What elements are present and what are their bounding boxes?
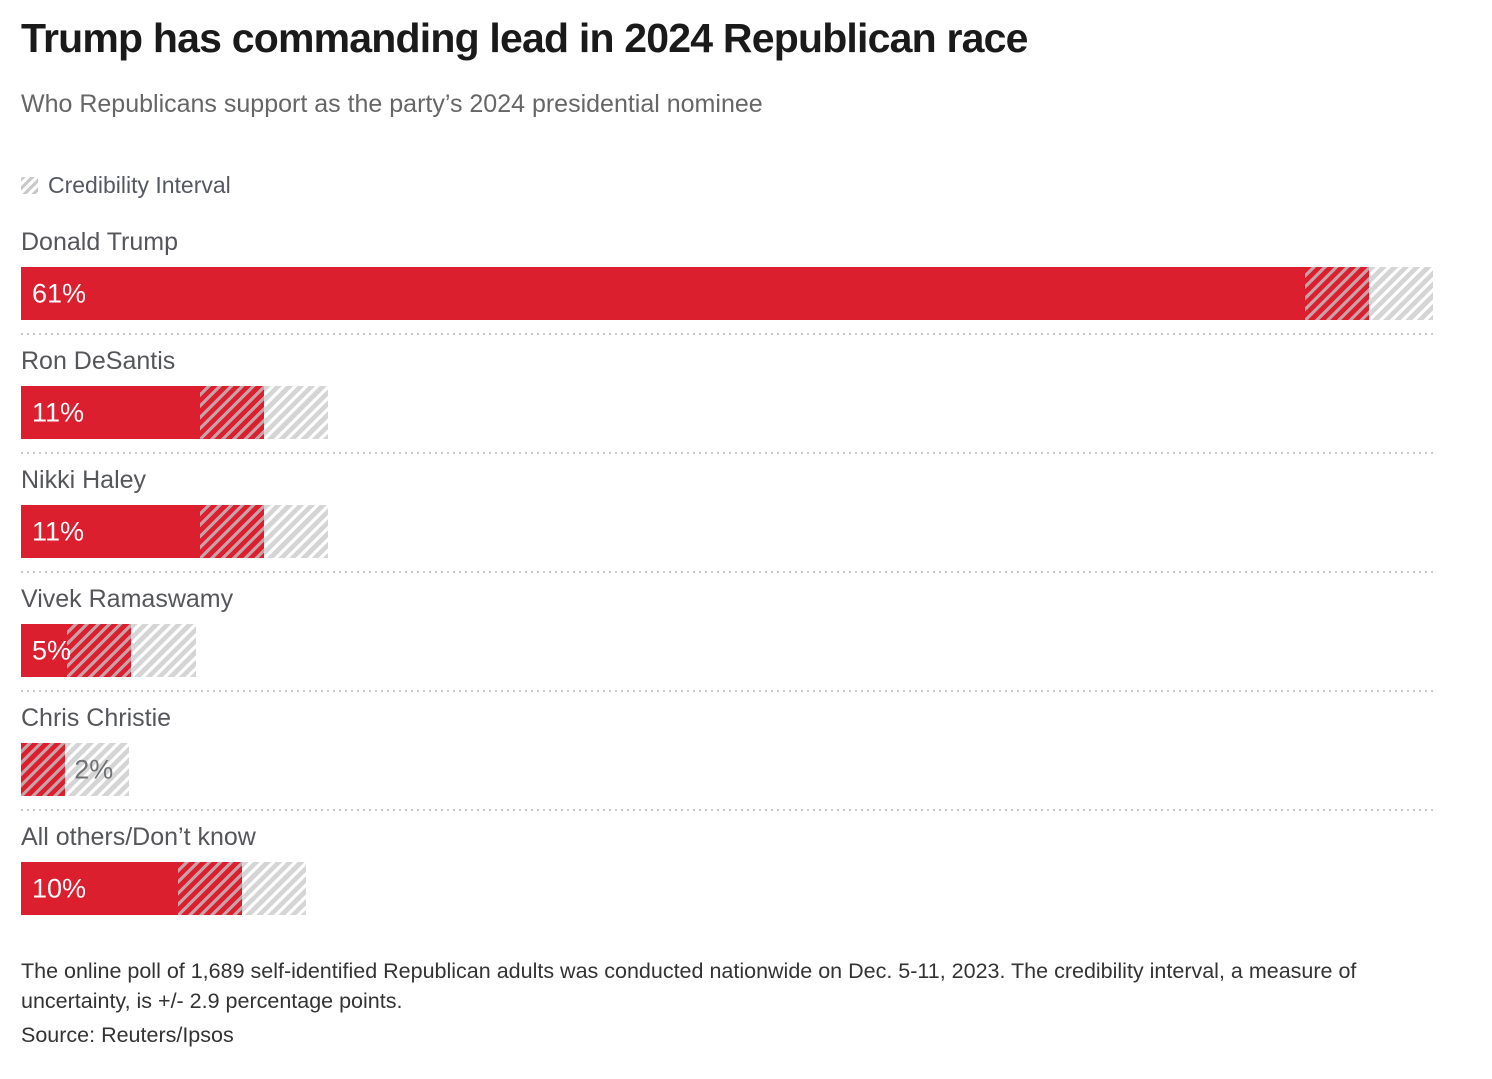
- chart-container: Trump has commanding lead in 2024 Republ…: [0, 14, 1492, 1050]
- value-label: 11%: [32, 516, 85, 546]
- bar-track: 61%: [21, 267, 1433, 320]
- credibility-interval-hatch-icon: [21, 176, 38, 194]
- bar-segment-ci-lower-hatch: [67, 624, 132, 677]
- category-label: Ron DeSantis: [21, 347, 176, 375]
- bar-track: 2%: [21, 743, 1433, 796]
- bar-segment-solid: [21, 862, 178, 915]
- legend: Credibility Interval: [21, 171, 1492, 198]
- bar-segment-ci-lower-hatch: [177, 862, 242, 915]
- bar-segment-ci-lower-hatch: [1304, 267, 1369, 320]
- bar-segment-ci-upper-hatch: [65, 743, 130, 796]
- bar-segment-solid: [21, 386, 200, 439]
- bar-row: Nikki Haley 11%: [21, 465, 1492, 573]
- value-label: 61%: [32, 278, 87, 308]
- bar-row: Vivek Ramaswamy 5%: [21, 584, 1492, 692]
- category-label: Nikki Haley: [21, 466, 147, 494]
- row-separator: [21, 690, 1433, 692]
- bar-row: Donald Trump 61%: [21, 227, 1492, 335]
- bar-segment-ci-upper-hatch: [264, 505, 329, 558]
- chart-subtitle: Who Republicans support as the party’s 2…: [21, 90, 763, 118]
- bar-segment-ci-lower-hatch: [199, 505, 265, 558]
- row-separator: [21, 452, 1433, 454]
- bar-track: 11%: [21, 505, 1433, 558]
- value-label: 10%: [32, 873, 87, 903]
- bar-row: Ron DeSantis 11%: [21, 346, 1492, 454]
- bar-segment-solid: [21, 505, 200, 558]
- category-label: All others/Don’t know: [21, 823, 256, 851]
- value-label: 2%: [74, 754, 114, 784]
- bar-segment-solid: [21, 267, 1305, 320]
- chart-source: Source: Reuters/Ipsos: [21, 1023, 234, 1047]
- bar-track: 11%: [21, 386, 1433, 439]
- bar-segment-ci-lower-hatch: [21, 743, 66, 796]
- row-separator: [21, 333, 1433, 335]
- bar-segment-ci-upper-hatch: [264, 386, 329, 439]
- bar-row: All others/Don’t know 10%: [21, 822, 1492, 915]
- bar-track: 10%: [21, 862, 1433, 915]
- category-label: Donald Trump: [21, 228, 179, 256]
- bar-track: 5%: [21, 624, 1433, 677]
- value-label: 11%: [32, 397, 85, 427]
- row-separator: [21, 809, 1433, 811]
- value-label: 5%: [32, 635, 72, 665]
- bar-chart: Donald Trump 61% Ron DeSantis 11% Nikki Hale…: [21, 227, 1492, 915]
- legend-label: Credibility Interval: [48, 171, 231, 198]
- category-label: Vivek Ramaswamy: [21, 585, 234, 613]
- bar-segment-ci-upper-hatch: [241, 862, 307, 915]
- bar-row: Chris Christie 2%: [21, 703, 1492, 811]
- bar-segment-ci-lower-hatch: [199, 386, 265, 439]
- bar-segment-ci-upper-hatch: [131, 624, 196, 677]
- bar-segment-ci-upper-hatch: [1368, 267, 1433, 320]
- chart-footnote: The online poll of 1,689 self-identified…: [21, 959, 1357, 1013]
- page-title: Trump has commanding lead in 2024 Republ…: [21, 15, 1028, 61]
- category-label: Chris Christie: [21, 704, 172, 732]
- row-separator: [21, 571, 1433, 573]
- bar-segment-solid: [21, 624, 68, 677]
